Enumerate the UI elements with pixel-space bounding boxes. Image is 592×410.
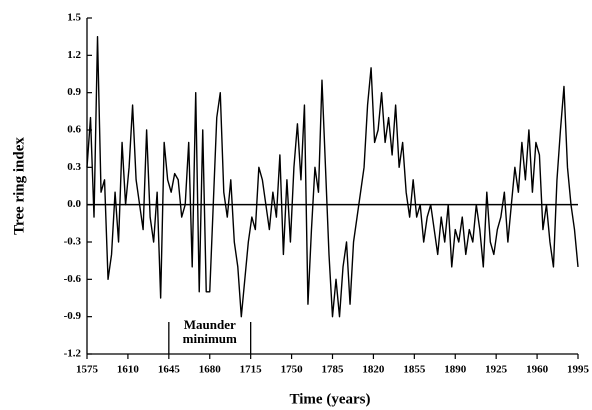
y-tick-label: 1.5 xyxy=(67,12,81,24)
x-tick-label: 1785 xyxy=(322,364,345,376)
annotation-text: Maunder xyxy=(184,317,236,332)
x-tick-label: 1715 xyxy=(240,364,263,376)
x-tick-label: 1680 xyxy=(199,364,222,376)
x-tick-label: 1820 xyxy=(362,364,385,376)
annotation-text: minimum xyxy=(183,331,237,346)
x-tick-label: 1575 xyxy=(76,364,99,376)
x-tick-label: 1995 xyxy=(567,364,590,376)
y-tick-label: -0.3 xyxy=(64,236,82,248)
x-tick-label: 1890 xyxy=(444,364,467,376)
series-line xyxy=(86,35,579,318)
x-axis-title: Time (years) xyxy=(290,391,371,407)
y-tick-label: -0.9 xyxy=(64,310,82,322)
x-tick-label: 1750 xyxy=(281,364,304,376)
y-tick-label: 0.3 xyxy=(67,161,81,173)
y-tick-label: -0.6 xyxy=(64,273,82,285)
y-tick-label: 0.6 xyxy=(67,124,81,136)
x-tick-label: 1855 xyxy=(403,364,426,376)
x-tick-label: 1610 xyxy=(117,364,140,376)
y-tick-label: -1.2 xyxy=(64,348,82,360)
x-tick-label: 1925 xyxy=(485,364,508,376)
y-tick-label: 1.2 xyxy=(67,49,81,61)
y-tick-label: 0.0 xyxy=(67,198,81,210)
x-tick-label: 1960 xyxy=(526,364,549,376)
x-tick-label: 1645 xyxy=(158,364,181,376)
y-tick-label: 0.9 xyxy=(67,86,81,98)
y-axis-title: Tree ring index xyxy=(11,137,27,235)
